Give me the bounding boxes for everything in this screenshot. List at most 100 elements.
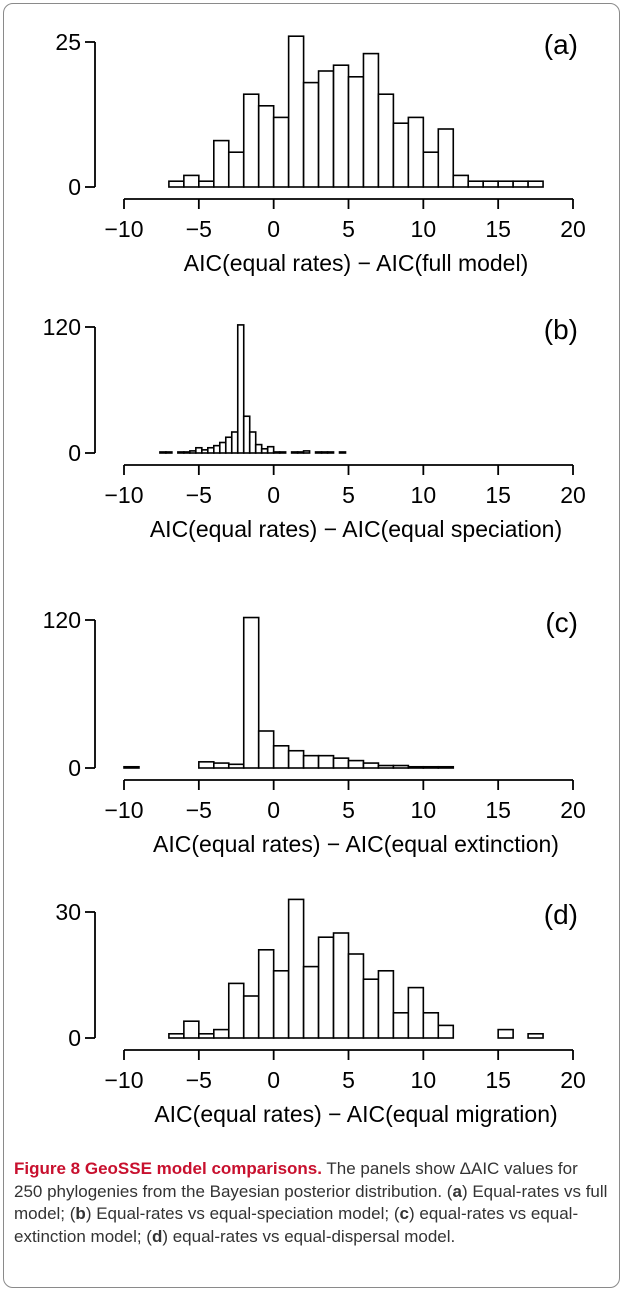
x-tick-label: 20 [560, 797, 586, 823]
x-tick-label: 15 [485, 1067, 511, 1093]
histogram-bar [392, 122, 410, 188]
histogram-bar [482, 180, 499, 188]
histogram-bar [207, 446, 215, 454]
x-tick-label: 0 [267, 216, 280, 242]
caption-ref-a: a [452, 1181, 462, 1201]
histogram-bar [257, 105, 275, 188]
histogram-bar [242, 616, 260, 769]
histogram-bar [332, 932, 350, 1039]
histogram-bar [302, 965, 320, 1039]
histogram-bar [407, 986, 425, 1039]
x-tick-label: 5 [342, 1067, 355, 1093]
x-tick-label: −5 [186, 482, 212, 508]
histogram-bar [272, 969, 290, 1039]
x-tick-label: 20 [560, 1067, 586, 1093]
x-tick-label: 5 [342, 482, 355, 508]
histogram-bar [224, 436, 233, 454]
histogram-bar [317, 70, 335, 188]
x-tick-label: −10 [104, 216, 143, 242]
histogram-bar [377, 969, 395, 1039]
x-tick-label: −10 [104, 797, 143, 823]
histogram-bar [497, 180, 514, 188]
histogram-bar [198, 180, 215, 188]
histogram-bar [296, 451, 305, 454]
x-tick-label: 5 [342, 797, 355, 823]
histogram-bar [302, 81, 320, 188]
caption-ref-c: c [399, 1204, 409, 1223]
figure-label: Figure 8 [14, 1159, 81, 1178]
x-tick-label: 10 [411, 797, 437, 823]
histogram-bar [302, 450, 311, 454]
histogram-bar [332, 64, 350, 188]
y-tick-label: 0 [68, 440, 81, 466]
histogram-bar [266, 445, 275, 454]
histogram-bar [227, 763, 245, 769]
panel-label: (b) [544, 314, 578, 345]
x-tick-label: −10 [104, 1067, 143, 1093]
histogram-bar [338, 451, 347, 454]
histogram-bar [230, 431, 239, 454]
histogram-bar [198, 761, 215, 769]
histogram-bar [527, 1033, 544, 1039]
histogram-bar [347, 759, 365, 769]
histogram-bar [317, 936, 335, 1039]
histogram-bar [123, 765, 140, 769]
histogram-bar [218, 441, 227, 454]
histogram-bar [227, 982, 245, 1039]
histogram-bar [362, 762, 380, 769]
x-axis-label: AIC(equal rates) − AIC(equal speciation) [150, 516, 562, 542]
y-tick-label: 0 [68, 174, 81, 200]
histogram-bar [287, 35, 305, 188]
histogram-bar [189, 450, 197, 454]
histogram-bar [512, 180, 529, 188]
caption-ref-d: d [151, 1226, 163, 1246]
histogram-bar [227, 151, 245, 188]
histogram-bar [452, 174, 470, 188]
histogram-bar [248, 431, 257, 454]
histogram-bar [198, 1033, 215, 1039]
histogram-bar [254, 443, 263, 454]
y-tick-label: 25 [55, 29, 81, 55]
histogram-bar [302, 754, 320, 769]
histogram-bar [392, 1011, 410, 1039]
x-tick-label: −10 [104, 482, 143, 508]
histogram-bar [326, 451, 335, 454]
histogram-bar [159, 451, 167, 454]
x-axis-label: AIC(equal rates) − AIC(equal migration) [154, 1101, 557, 1127]
histogram-bar [290, 451, 299, 454]
caption-text: ) equal-rates vs equal-extinction model;… [14, 1204, 579, 1246]
histogram-bar [392, 764, 410, 769]
figure-title: GeoSSE model comparisons. [84, 1159, 322, 1178]
histogram-bar [362, 52, 380, 188]
histogram-bar [347, 953, 365, 1039]
histogram-bar [278, 451, 287, 454]
histogram-bar [422, 151, 440, 188]
histogram-bar [272, 451, 281, 454]
x-axis-label: AIC(equal rates) − AIC(full model) [184, 250, 529, 276]
y-tick-label: 0 [68, 755, 81, 781]
histogram-bar [201, 449, 209, 454]
histogram-bar [272, 116, 290, 188]
y-tick-label: 30 [55, 899, 81, 925]
y-tick-label: 0 [68, 1025, 81, 1051]
histogram-bar [422, 765, 440, 769]
histogram-bar [257, 730, 275, 769]
x-tick-label: 15 [485, 216, 511, 242]
histogram-bar [168, 180, 185, 188]
histogram-bar [314, 451, 323, 454]
x-tick-label: −5 [186, 1067, 212, 1093]
histogram-bar [437, 128, 455, 188]
histogram-bar [497, 1028, 514, 1039]
histogram-bar [236, 324, 245, 454]
histogram-bar [287, 749, 305, 769]
histogram-bar [347, 76, 365, 188]
histogram-bar [437, 765, 455, 769]
histogram-bar [213, 444, 221, 454]
histogram-bar [183, 174, 200, 188]
histogram-panels: 0 25 −10 −5 0 5 10 15 20 AIC(equal rates) − AIC(f… [43, 29, 586, 1127]
histogram-bar [183, 1020, 200, 1039]
caption-text: ) Equal-rates vs full model; ( [14, 1181, 608, 1224]
x-tick-label: 0 [267, 1067, 280, 1093]
histogram-bar [377, 93, 395, 188]
caption-text: The panels show ΔAIC values for 250 phyl… [14, 1159, 578, 1201]
